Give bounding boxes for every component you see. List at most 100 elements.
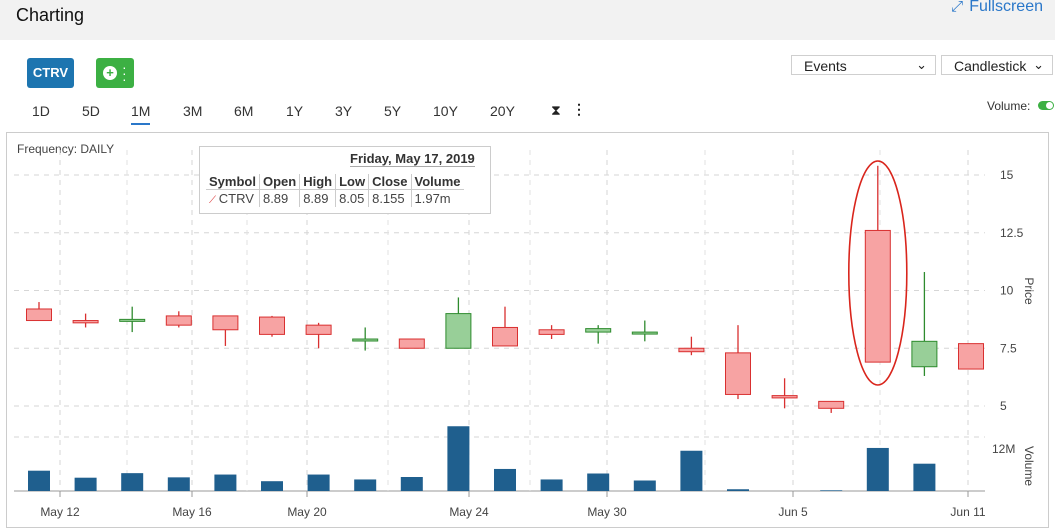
tooltip-cell: 1.97m bbox=[414, 191, 451, 206]
range-1y[interactable]: 1Y bbox=[286, 103, 304, 119]
candle-body bbox=[259, 316, 285, 335]
volume-bar bbox=[261, 481, 283, 491]
volume-bar bbox=[121, 473, 144, 491]
candle-body bbox=[958, 343, 984, 370]
volume-bar bbox=[587, 473, 610, 491]
candle-body bbox=[771, 395, 798, 399]
add-comparison-button[interactable]: + · · · bbox=[96, 58, 134, 88]
volume-bar bbox=[913, 463, 936, 491]
tooltip-header: Volume bbox=[411, 174, 464, 190]
page-title: Charting bbox=[16, 5, 85, 25]
volume-bar bbox=[354, 479, 377, 491]
volume-toggle-label: Volume: bbox=[987, 99, 1031, 113]
x-tick-label: Jun 11 bbox=[950, 505, 985, 519]
x-tick-label: May 16 bbox=[172, 505, 212, 519]
candle-body bbox=[492, 326, 518, 347]
x-tick-label: May 30 bbox=[587, 505, 627, 519]
tooltip-date: Friday, May 17, 2019 bbox=[350, 151, 475, 167]
x-tick-label: May 20 bbox=[287, 505, 327, 519]
chevron-down-icon: ⌄ bbox=[1033, 57, 1044, 72]
line-chart-icon: ⟋ bbox=[209, 195, 219, 206]
candle-body bbox=[911, 340, 938, 368]
data-tooltip: Friday, May 17, 2019 Symbol Open High Lo… bbox=[199, 146, 491, 214]
range-3y[interactable]: 3Y bbox=[335, 103, 353, 119]
price-tick-label: 15 bbox=[1000, 168, 1014, 182]
price-tick-label: 10 bbox=[1000, 284, 1014, 298]
range-10y[interactable]: 10Y bbox=[433, 103, 458, 119]
candle-body bbox=[818, 400, 845, 409]
fullscreen-button[interactable]: ⤢ Fullscreen bbox=[951, 0, 1043, 16]
tooltip-cell: 8.89 bbox=[299, 189, 337, 207]
tooltip-symbol-value: CTRV bbox=[218, 191, 254, 206]
candle-body bbox=[678, 347, 705, 353]
price-axis-title: Price bbox=[1022, 277, 1036, 305]
range-20y[interactable]: 20Y bbox=[490, 103, 515, 119]
expand-icon: ⤢ bbox=[951, 0, 964, 15]
range-5y[interactable]: 5Y bbox=[384, 103, 402, 119]
volume-axis-title: Volume bbox=[1022, 446, 1036, 486]
candle-body bbox=[538, 329, 565, 335]
volume-bar bbox=[74, 477, 97, 491]
tooltip-header: Close bbox=[368, 174, 412, 190]
symbol-button[interactable]: CTRV bbox=[27, 58, 74, 88]
events-select[interactable]: Events ⌄ bbox=[791, 55, 936, 75]
fullscreen-label: Fullscreen bbox=[969, 0, 1043, 15]
candle-body bbox=[165, 315, 192, 326]
range-3m[interactable]: 3M bbox=[183, 103, 203, 119]
candle-body bbox=[725, 352, 751, 395]
range-1m[interactable]: 1M bbox=[131, 103, 151, 125]
volume-bar bbox=[820, 490, 843, 491]
candle-body bbox=[119, 318, 146, 322]
tooltip-header: Open bbox=[259, 174, 301, 190]
volume-bar bbox=[28, 470, 50, 491]
chevron-down-icon: ⌄ bbox=[916, 57, 927, 72]
tooltip-symbol: ⟋ CTRV bbox=[206, 189, 260, 207]
x-tick-label: Jun 5 bbox=[778, 505, 808, 519]
tooltip-cell: 8.05 bbox=[335, 189, 370, 207]
volume-bar bbox=[866, 447, 889, 491]
tooltip-header: High bbox=[299, 174, 337, 190]
range-6m[interactable]: 6M bbox=[234, 103, 254, 119]
tooltip-table: Symbol Open High Low Close Volume ⟋ CTRV… bbox=[206, 174, 464, 207]
volume-bar bbox=[447, 426, 470, 491]
price-tick-label: 5 bbox=[1000, 399, 1007, 413]
candle-body bbox=[212, 315, 239, 331]
candle-body bbox=[445, 313, 472, 349]
more-options-icon: · · · bbox=[122, 59, 127, 87]
candle-body bbox=[26, 308, 52, 322]
volume-tick-label: 12M bbox=[992, 442, 1015, 456]
price-tick-label: 12.5 bbox=[1000, 226, 1024, 240]
x-tick-label: May 24 bbox=[449, 505, 489, 519]
candle-body bbox=[305, 324, 332, 335]
volume-bar bbox=[727, 489, 749, 491]
plus-icon: + bbox=[103, 66, 117, 80]
candle-body bbox=[352, 338, 379, 342]
volume-toggle[interactable] bbox=[1038, 101, 1054, 110]
volume-bar bbox=[540, 479, 563, 491]
custom-range-icon[interactable]: ⧗ bbox=[551, 102, 561, 118]
price-tick-label: 7.5 bbox=[1000, 341, 1017, 355]
tooltip-header: Symbol bbox=[206, 174, 260, 190]
events-select-value: Events bbox=[804, 58, 847, 74]
volume-bar bbox=[307, 474, 330, 491]
chart-type-select[interactable]: Candlestick ⌄ bbox=[941, 55, 1053, 75]
volume-bar bbox=[633, 480, 656, 491]
range-1d[interactable]: 1D bbox=[32, 103, 50, 119]
annotation-ellipse bbox=[847, 160, 908, 386]
volume-bar bbox=[494, 468, 516, 491]
chart-frame bbox=[6, 132, 1049, 528]
volume-bar bbox=[214, 474, 237, 491]
more-ranges-icon[interactable]: ⋮ bbox=[572, 101, 586, 117]
volume-bar bbox=[680, 450, 703, 491]
range-5d[interactable]: 5D bbox=[82, 103, 100, 119]
candle-body bbox=[631, 331, 658, 335]
tooltip-cell: 8.155 bbox=[368, 189, 412, 207]
volume-bar bbox=[167, 477, 190, 491]
header-bar bbox=[0, 0, 1055, 40]
candle-body bbox=[864, 229, 891, 363]
tooltip-cell: 8.89 bbox=[259, 189, 301, 207]
candle-body bbox=[585, 328, 612, 333]
x-tick-label: May 12 bbox=[40, 505, 80, 519]
tooltip-header: Low bbox=[335, 174, 370, 190]
